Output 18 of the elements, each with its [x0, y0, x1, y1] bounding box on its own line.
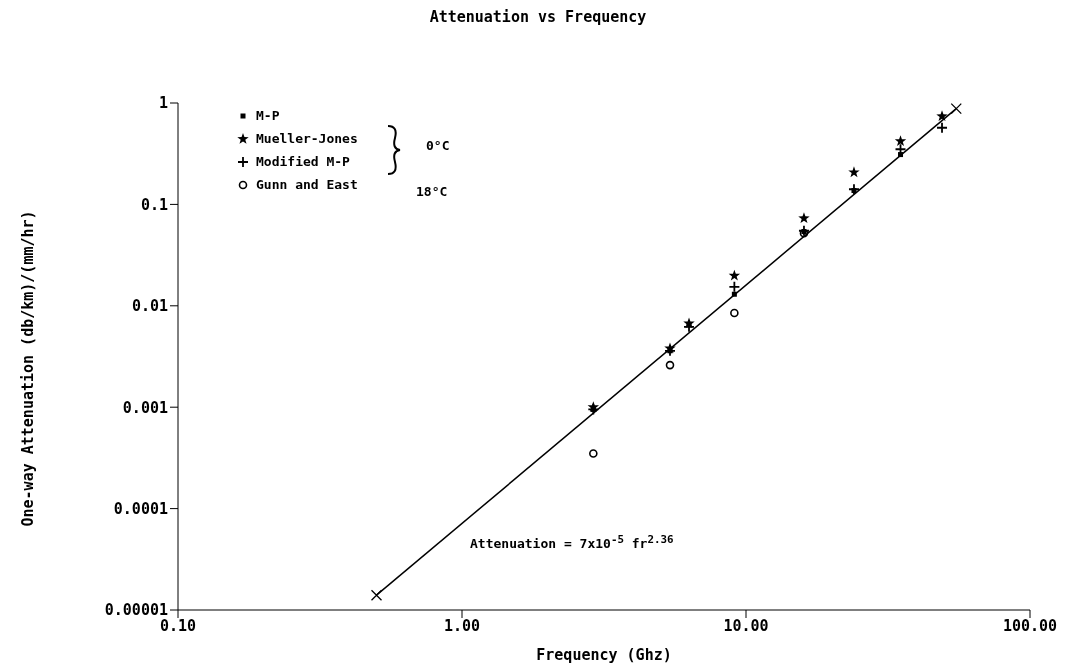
y-tick-label: 0.1: [140, 195, 168, 214]
y-tick-label: 1: [158, 94, 168, 113]
legend-label: Gunn and East: [256, 176, 358, 194]
x-tick-label: 10.00: [723, 616, 769, 635]
y-tick-label: 0.01: [131, 297, 168, 316]
x-tick-label: 100.00: [1002, 616, 1058, 635]
x-tick-label: 1.00: [443, 616, 481, 635]
chart-title: Attenuation vs Frequency: [428, 8, 648, 26]
x-axis-title: Frequency (Ghz): [536, 646, 672, 664]
y-tick-label: 0.0001: [113, 499, 168, 518]
legend-label: M-P: [256, 107, 280, 125]
annotation: 18°C: [416, 184, 448, 199]
annotation: Attenuation = 7x10$^{-5}$ fr$^{2.36}$: [470, 533, 674, 552]
legend-label: Mueller-Jones: [256, 130, 358, 148]
y-tick-label: 0.001: [122, 398, 168, 417]
legend-label: Modified M-P: [256, 153, 350, 171]
annotation: 0°C: [426, 138, 450, 153]
y-axis-title: One-way Attenuation (db/km)/(mm/hr): [19, 210, 38, 527]
